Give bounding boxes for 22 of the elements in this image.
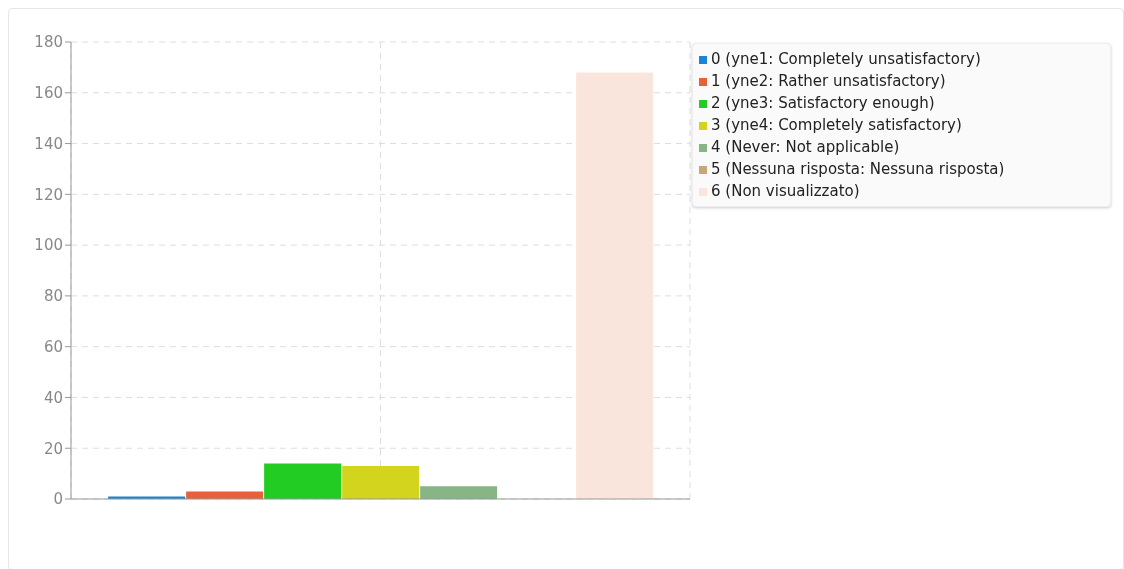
y-tick-label: 100: [34, 236, 63, 255]
bar: [342, 465, 420, 499]
y-tick-label: 40: [43, 388, 63, 407]
bar: [576, 72, 654, 499]
bar: [186, 491, 264, 499]
legend-label: 6 (Non visualizzato): [711, 182, 860, 200]
y-tick-label: 0: [53, 490, 63, 509]
y-tick-label: 60: [43, 337, 63, 356]
legend-label: 1 (yne2: Rather unsatisfactory): [711, 72, 946, 90]
y-tick-label: 180: [34, 33, 63, 52]
legend-label: 0 (yne1: Completely unsatisfactory): [711, 50, 981, 68]
legend-label: 2 (yne3: Satisfactory enough): [711, 94, 935, 112]
y-tick-label: 160: [34, 84, 63, 103]
legend-label: 4 (Never: Not applicable): [711, 138, 900, 156]
y-tick-label: 140: [34, 134, 63, 153]
y-tick-label: 80: [43, 287, 63, 306]
bar: [264, 463, 342, 499]
legend-label: 3 (yne4: Completely satisfactory): [711, 116, 962, 134]
legend-label: 5 (Nessuna risposta: Nessuna risposta): [711, 160, 1005, 178]
y-tick-label: 20: [43, 439, 63, 458]
y-tick-label: 120: [34, 185, 63, 204]
bar: [420, 486, 498, 499]
